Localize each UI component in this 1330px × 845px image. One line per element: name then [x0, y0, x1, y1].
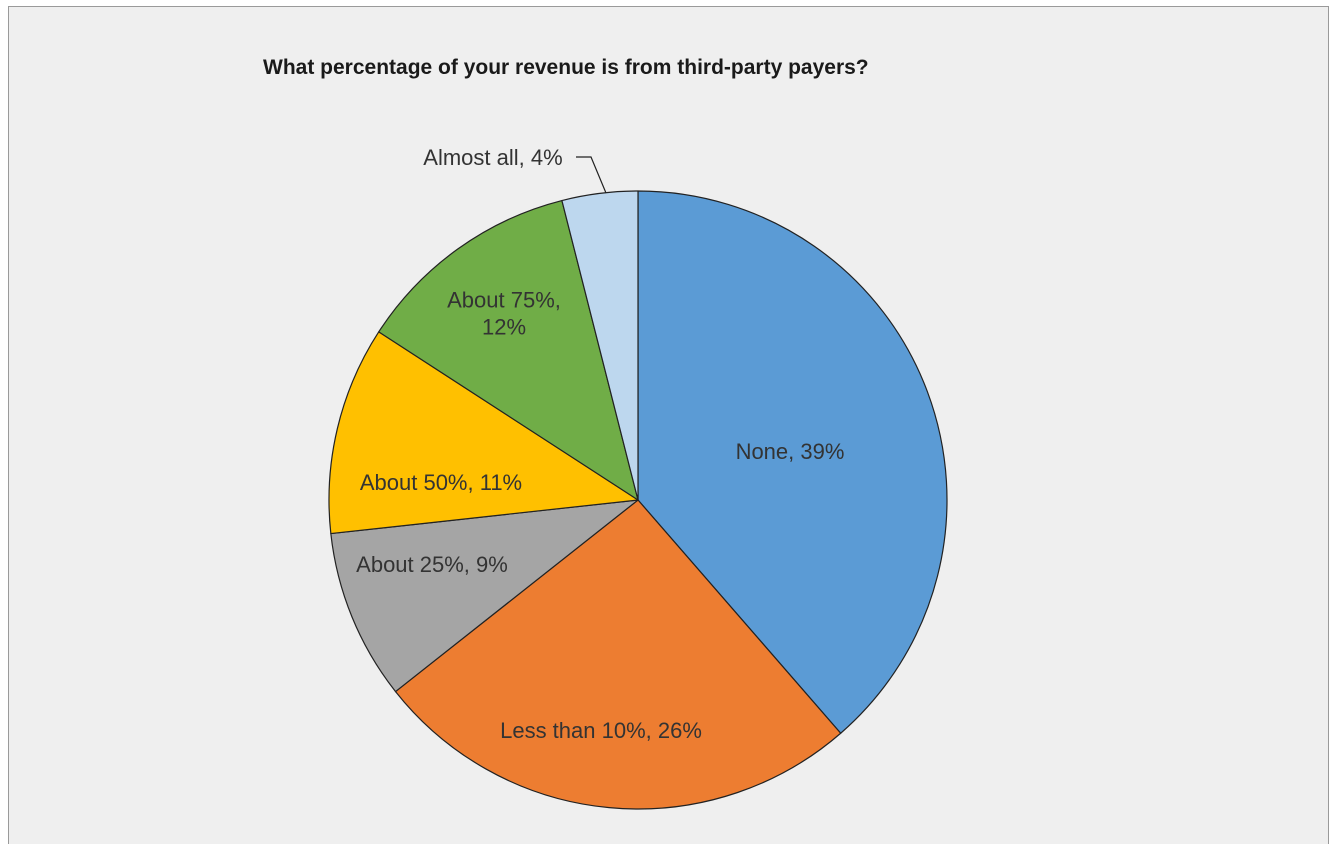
pie-labels: None, 39% Less than 10%, 26% About 25%, 9%…: [356, 145, 844, 743]
slice-label-about-75pct: About 75%, 12%: [447, 288, 561, 340]
pie-slice-about-75pct: [378, 199, 639, 501]
chart-title: What percentage of your revenue is from …: [263, 56, 869, 79]
pie-slice-about-50pct: [328, 331, 639, 535]
pie-slices: [328, 190, 948, 810]
slice-label-none: None, 39%: [736, 439, 845, 464]
pie-chart: What percentage of your revenue is from …: [263, 56, 948, 810]
pie-slice-none: [637, 190, 948, 734]
pie-slice-about-25pct: [330, 499, 639, 693]
slice-label-less-than-10pct: Less than 10%, 26%: [500, 718, 702, 743]
chart-frame: What percentage of your revenue is from …: [8, 6, 1329, 844]
slice-label-about-25pct: About 25%, 9%: [356, 552, 508, 577]
leader-line-almost-all: [576, 156, 607, 194]
slice-label-almost-all: Almost all, 4%: [423, 145, 562, 170]
slice-label-about-50pct: About 50%, 11%: [360, 470, 522, 495]
pie-slice-less-than-10pct: [394, 499, 842, 810]
pie-slice-almost-all: [561, 190, 639, 501]
